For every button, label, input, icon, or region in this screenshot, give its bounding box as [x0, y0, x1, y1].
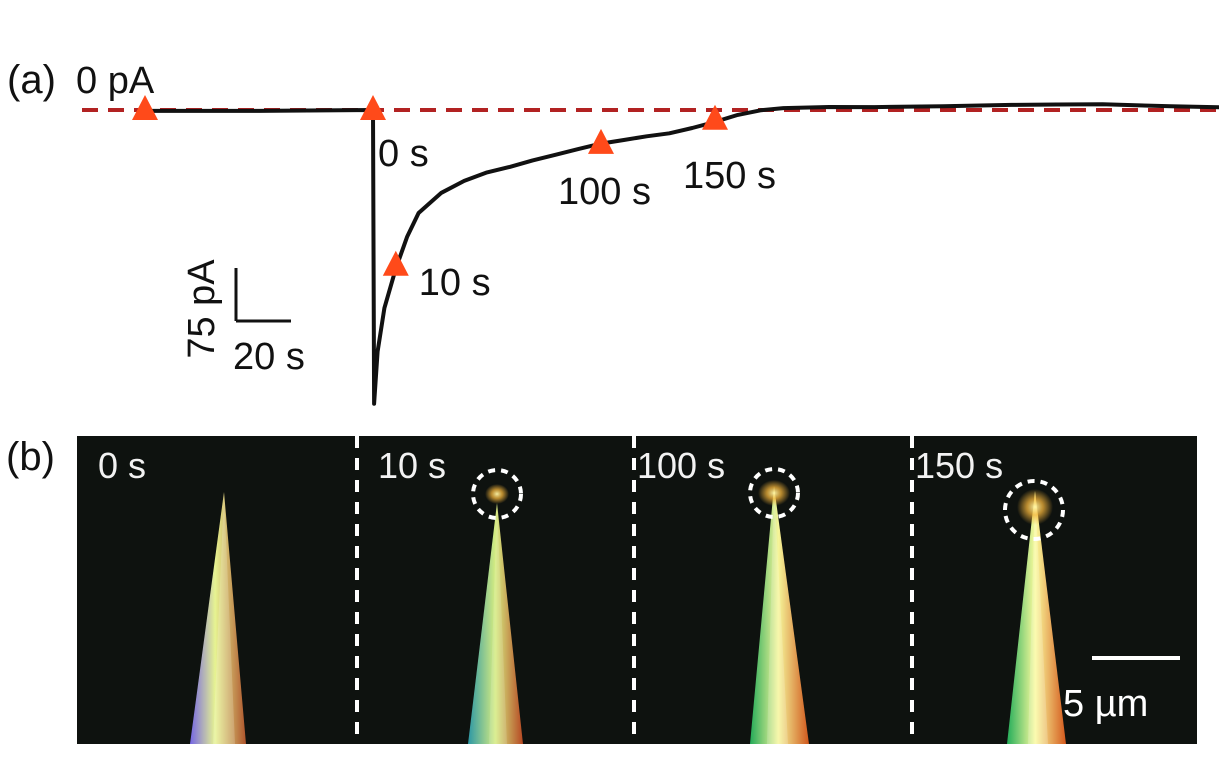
frame-label: 100 s [637, 445, 725, 486]
time-marker-label: 100 s [558, 171, 651, 213]
micrograph-frame: 0 s [98, 445, 246, 744]
micrograph-scale-label: 5 µm [1063, 683, 1148, 725]
tip-core [767, 486, 788, 744]
tip-body [190, 492, 246, 744]
tip-highlight-circle [471, 468, 523, 520]
tip-body [1007, 491, 1066, 744]
micrograph-panel: (b) 0 s 10 s 100 s 150 s [6, 435, 1197, 744]
frame-label: 10 s [378, 445, 446, 486]
time-scale-label: 20 s [233, 336, 305, 378]
time-marker [360, 95, 386, 120]
reference-label: 0 pA [76, 60, 155, 102]
time-markers: 0 s 10 s 100 s 150 s [132, 95, 776, 304]
frame-label: 150 s [915, 445, 1003, 486]
micrograph-frame: 150 s [915, 445, 1066, 744]
micrograph-frame: 100 s [637, 445, 809, 744]
tip-deposit [1017, 489, 1053, 525]
micrograph-strip [77, 436, 1197, 744]
time-marker [382, 250, 409, 276]
micrograph-frame: 10 s [378, 445, 523, 744]
tip-deposit [485, 484, 509, 504]
tip-core [1028, 491, 1048, 744]
tip-core [489, 503, 507, 744]
tip-body [468, 503, 523, 744]
panel-label-a: (a) [7, 58, 56, 102]
current-trace-panel: (a) 0 pA 0 s 10 s 100 s 150 s 75 pA 20 s [7, 58, 1219, 406]
panel-label-b: (b) [6, 435, 55, 479]
time-marker [132, 95, 158, 120]
tip-highlight-circle [748, 467, 800, 519]
tip-highlight-circle [1003, 479, 1065, 541]
time-marker [702, 104, 728, 130]
tip-body [750, 486, 809, 744]
time-marker-label: 150 s [683, 155, 776, 197]
current-trace-line [143, 102, 1219, 406]
time-marker-label: 0 s [378, 133, 429, 175]
time-marker-label: 10 s [419, 262, 491, 304]
time-marker [588, 128, 614, 154]
tip-core [213, 492, 235, 744]
frame-label: 0 s [98, 445, 146, 486]
tip-deposit [758, 480, 790, 506]
current-scale-label: 75 pA [181, 259, 223, 359]
current-scale-bar: 75 pA 20 s [181, 259, 305, 378]
